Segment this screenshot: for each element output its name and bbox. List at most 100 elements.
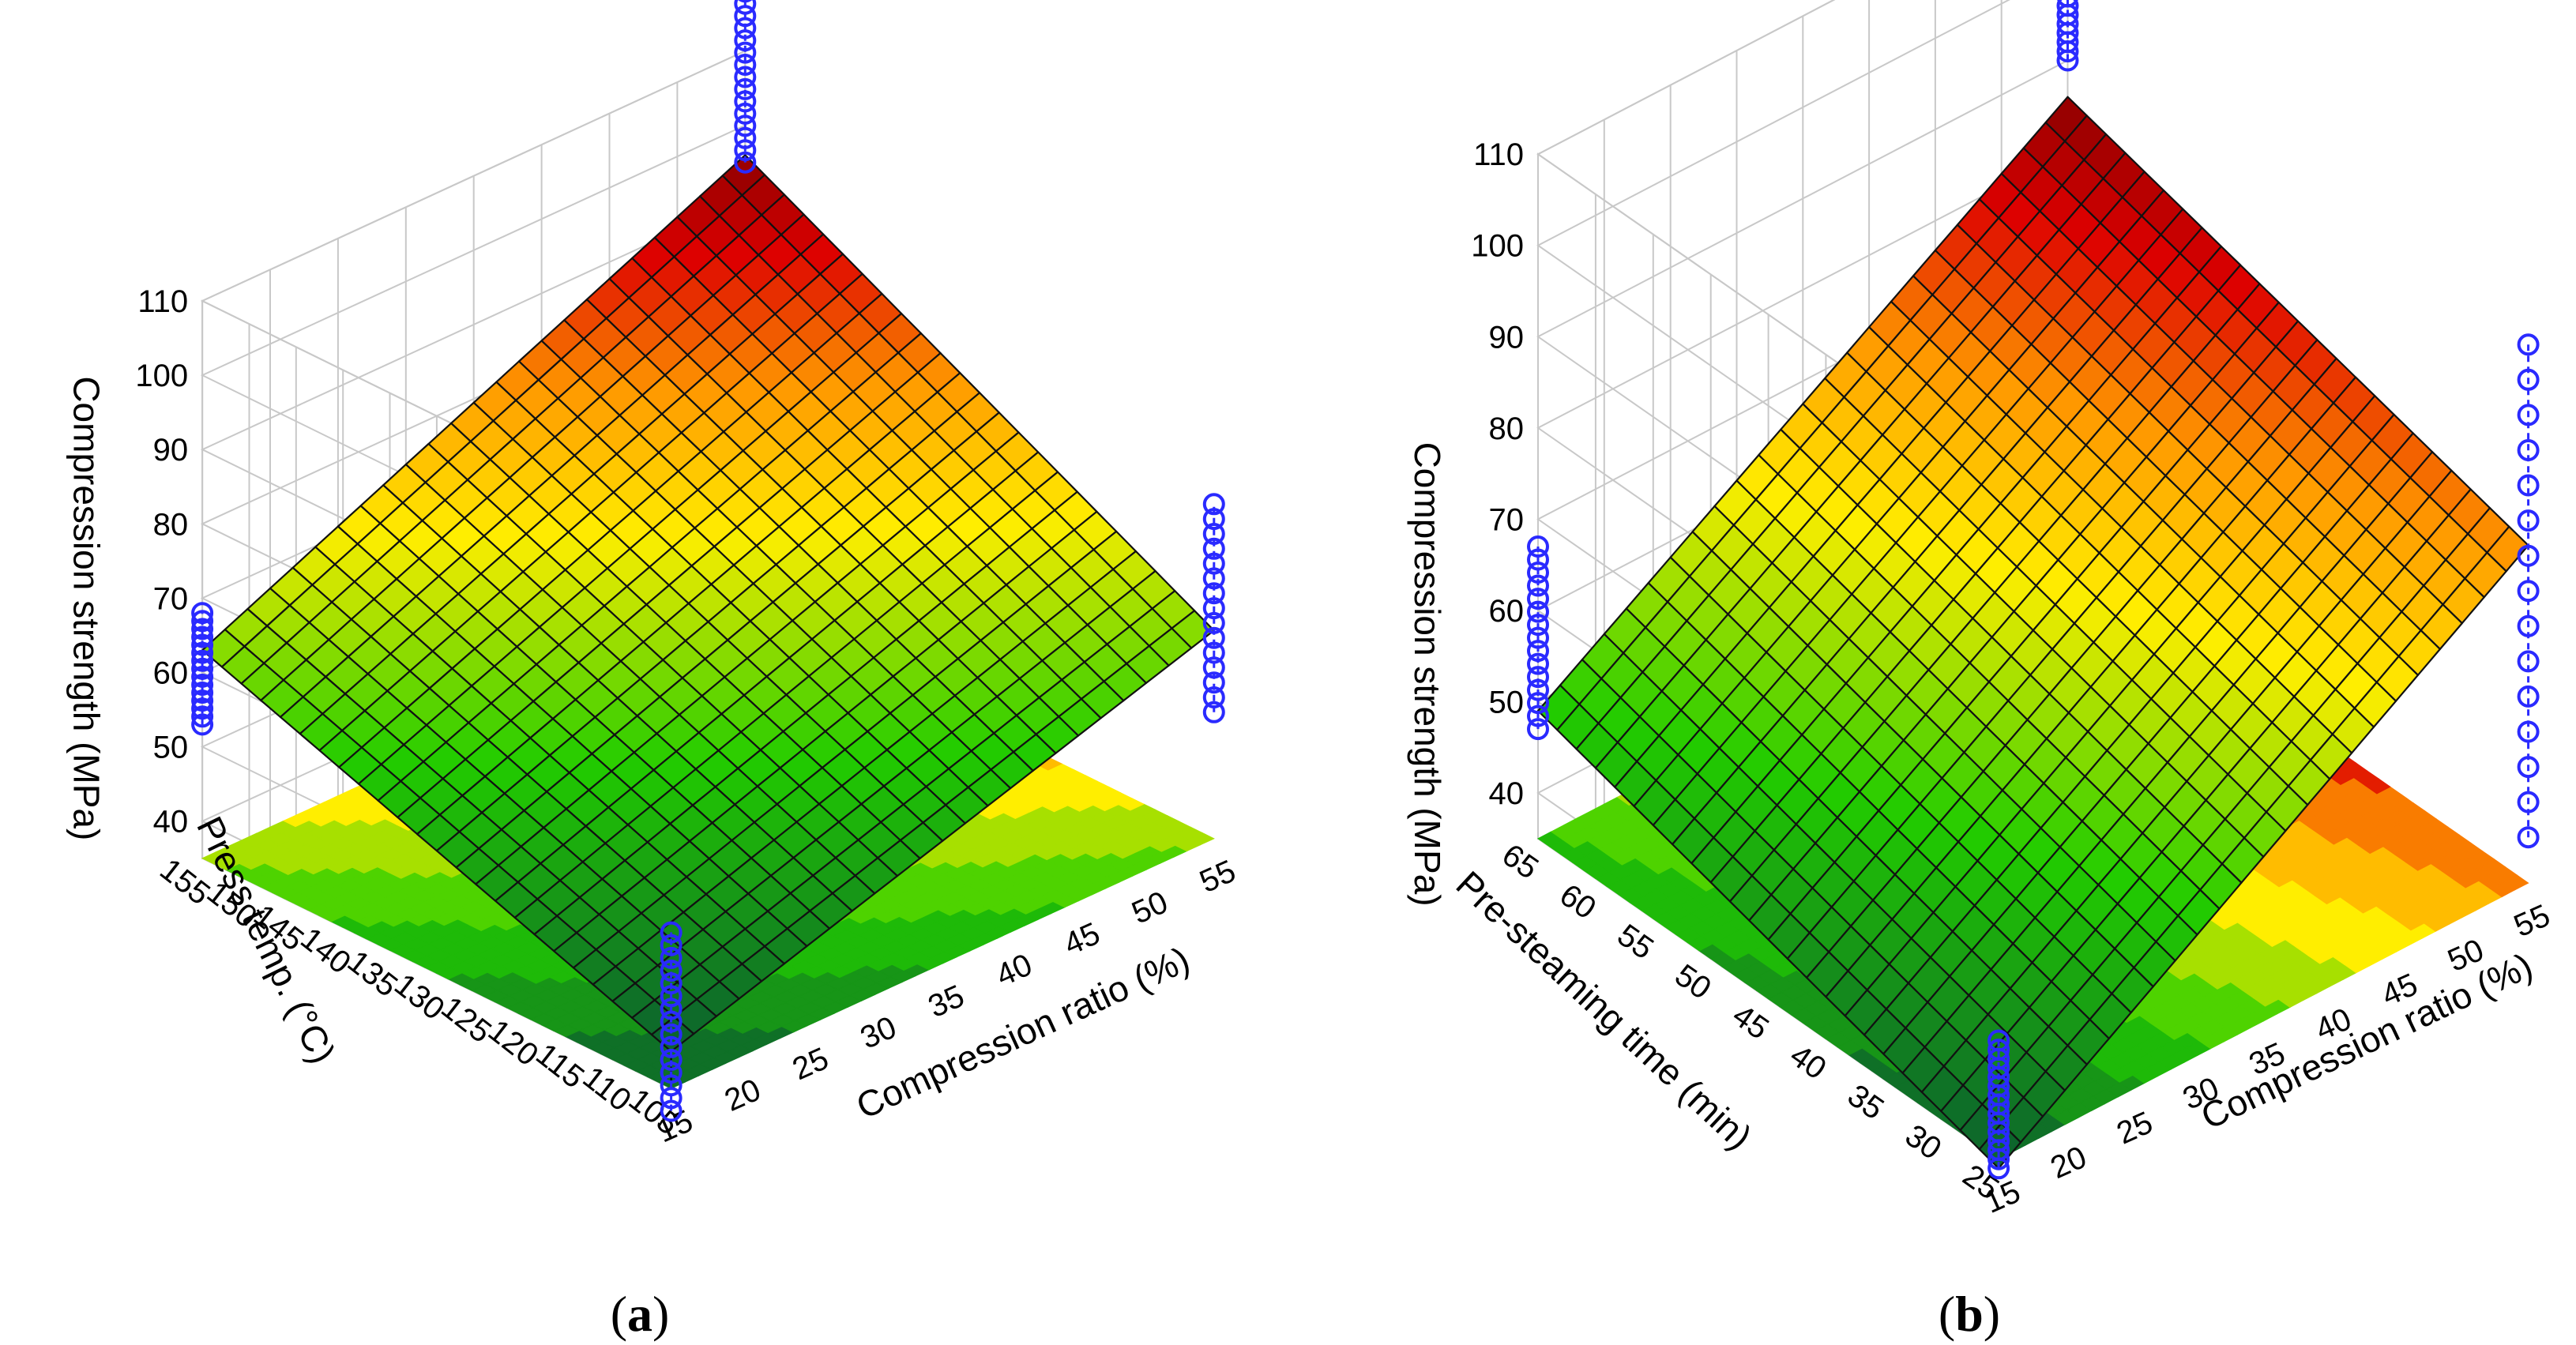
z-tick-label: 80 <box>1489 411 1525 446</box>
observation-point <box>191 674 214 696</box>
observation-point <box>191 665 214 688</box>
observation-point <box>660 1087 683 1110</box>
x-tick-label: 55 <box>2509 898 2555 944</box>
observation-point <box>2517 650 2540 673</box>
z-tick-label: 110 <box>1473 137 1524 172</box>
observation-point <box>1527 574 1549 597</box>
x-tick-label: 35 <box>923 979 970 1024</box>
y-tick-label: 65 <box>1496 837 1545 886</box>
observation-point <box>1527 718 1549 741</box>
observation-point <box>191 626 214 648</box>
z-tick-label: 100 <box>135 359 188 393</box>
observation-point <box>660 1035 683 1058</box>
x-tick-label: 55 <box>1194 854 1241 900</box>
z-tick-label: 90 <box>1489 320 1525 355</box>
y-tick-label: 30 <box>1899 1118 1948 1167</box>
observation-point <box>734 0 757 15</box>
z-tick-label: 40 <box>1489 776 1525 811</box>
observation-point <box>2517 580 2540 603</box>
observation-point <box>1202 611 1225 634</box>
x-tick-label: 50 <box>1126 885 1173 930</box>
observation-point <box>734 17 757 39</box>
observation-point <box>1527 678 1549 701</box>
observation-point <box>738 0 753 3</box>
observation-point <box>660 1074 683 1097</box>
observation-point <box>734 90 757 113</box>
observation-point <box>1202 686 1225 708</box>
panel-label-a: (a) <box>611 1286 670 1342</box>
observation-point <box>191 649 214 672</box>
observation-point <box>1202 582 1225 605</box>
observation-point <box>1527 548 1549 571</box>
observation-point <box>191 697 214 720</box>
observation-point <box>2517 439 2540 461</box>
observation-point <box>1527 562 1549 584</box>
observation-point <box>734 29 757 52</box>
observed-points-a <box>191 0 1225 1122</box>
y-tick-label: 45 <box>1726 997 1775 1046</box>
z-axis-label-a: Compression strength (MPa) <box>66 376 107 840</box>
observation-point <box>1202 701 1225 723</box>
observation-point <box>2057 0 2078 8</box>
observation-point <box>191 682 214 704</box>
x-tick-label: 25 <box>788 1041 834 1087</box>
observation-point <box>2517 826 2540 849</box>
observation-point <box>191 618 214 641</box>
y-tick-label: 50 <box>1668 958 1717 1007</box>
z-tick-label: 60 <box>1489 594 1525 629</box>
observation-point <box>1987 1039 2010 1061</box>
observed-points-b <box>1527 0 2540 1180</box>
observation-point <box>191 610 214 633</box>
z-tick-label: 50 <box>153 731 189 765</box>
z-tick-label: 70 <box>1489 502 1525 537</box>
observation-point <box>1202 597 1225 620</box>
x-tick-label: 25 <box>2112 1105 2158 1151</box>
observation-point <box>1202 493 1225 516</box>
observation-point <box>1202 567 1225 590</box>
observation-point <box>1202 552 1225 575</box>
observation-point <box>1202 508 1225 531</box>
x-tick-label: 40 <box>991 947 1038 993</box>
observation-point <box>660 972 683 995</box>
observation-point <box>660 985 683 1008</box>
observation-point <box>1987 1029 2010 1052</box>
observation-point <box>2517 720 2540 743</box>
x-tick-label: 45 <box>1059 916 1105 962</box>
observation-point <box>2517 544 2540 567</box>
z-tick-label: 80 <box>153 507 189 542</box>
observation-point <box>1202 641 1225 664</box>
observation-point <box>734 102 757 125</box>
observation-point <box>191 713 214 736</box>
observation-point <box>1527 626 1549 649</box>
observation-point <box>1527 652 1549 675</box>
observation-point <box>660 960 683 982</box>
observation-point <box>191 641 214 664</box>
observation-point <box>2517 404 2540 426</box>
observation-point <box>2517 791 2540 813</box>
observation-point <box>1202 523 1225 545</box>
observation-point <box>2517 333 2540 356</box>
response-surface-b <box>1536 96 2529 1170</box>
observation-point <box>660 1061 683 1084</box>
observation-point <box>2517 509 2540 532</box>
observation-point <box>2517 756 2540 779</box>
observation-point <box>191 657 214 680</box>
observation-point <box>1527 692 1549 715</box>
observation-point <box>734 115 757 137</box>
z-tick-label: 50 <box>1489 686 1525 720</box>
z-tick-label: 100 <box>1471 229 1524 264</box>
observation-point <box>734 139 757 162</box>
observation-point <box>1527 600 1549 623</box>
observation-point <box>191 705 214 728</box>
observation-point <box>734 54 757 76</box>
observation-point <box>1527 640 1549 663</box>
observation-point <box>1202 671 1225 694</box>
z-tick-label: 110 <box>137 284 188 319</box>
observation-point <box>1527 704 1549 727</box>
y-tick-label: 55 <box>1611 918 1660 967</box>
observation-point <box>660 1023 683 1046</box>
observation-point <box>2517 474 2540 497</box>
observation-point <box>734 151 757 174</box>
z-tick-label: 40 <box>153 805 189 840</box>
observation-point <box>1202 656 1225 679</box>
